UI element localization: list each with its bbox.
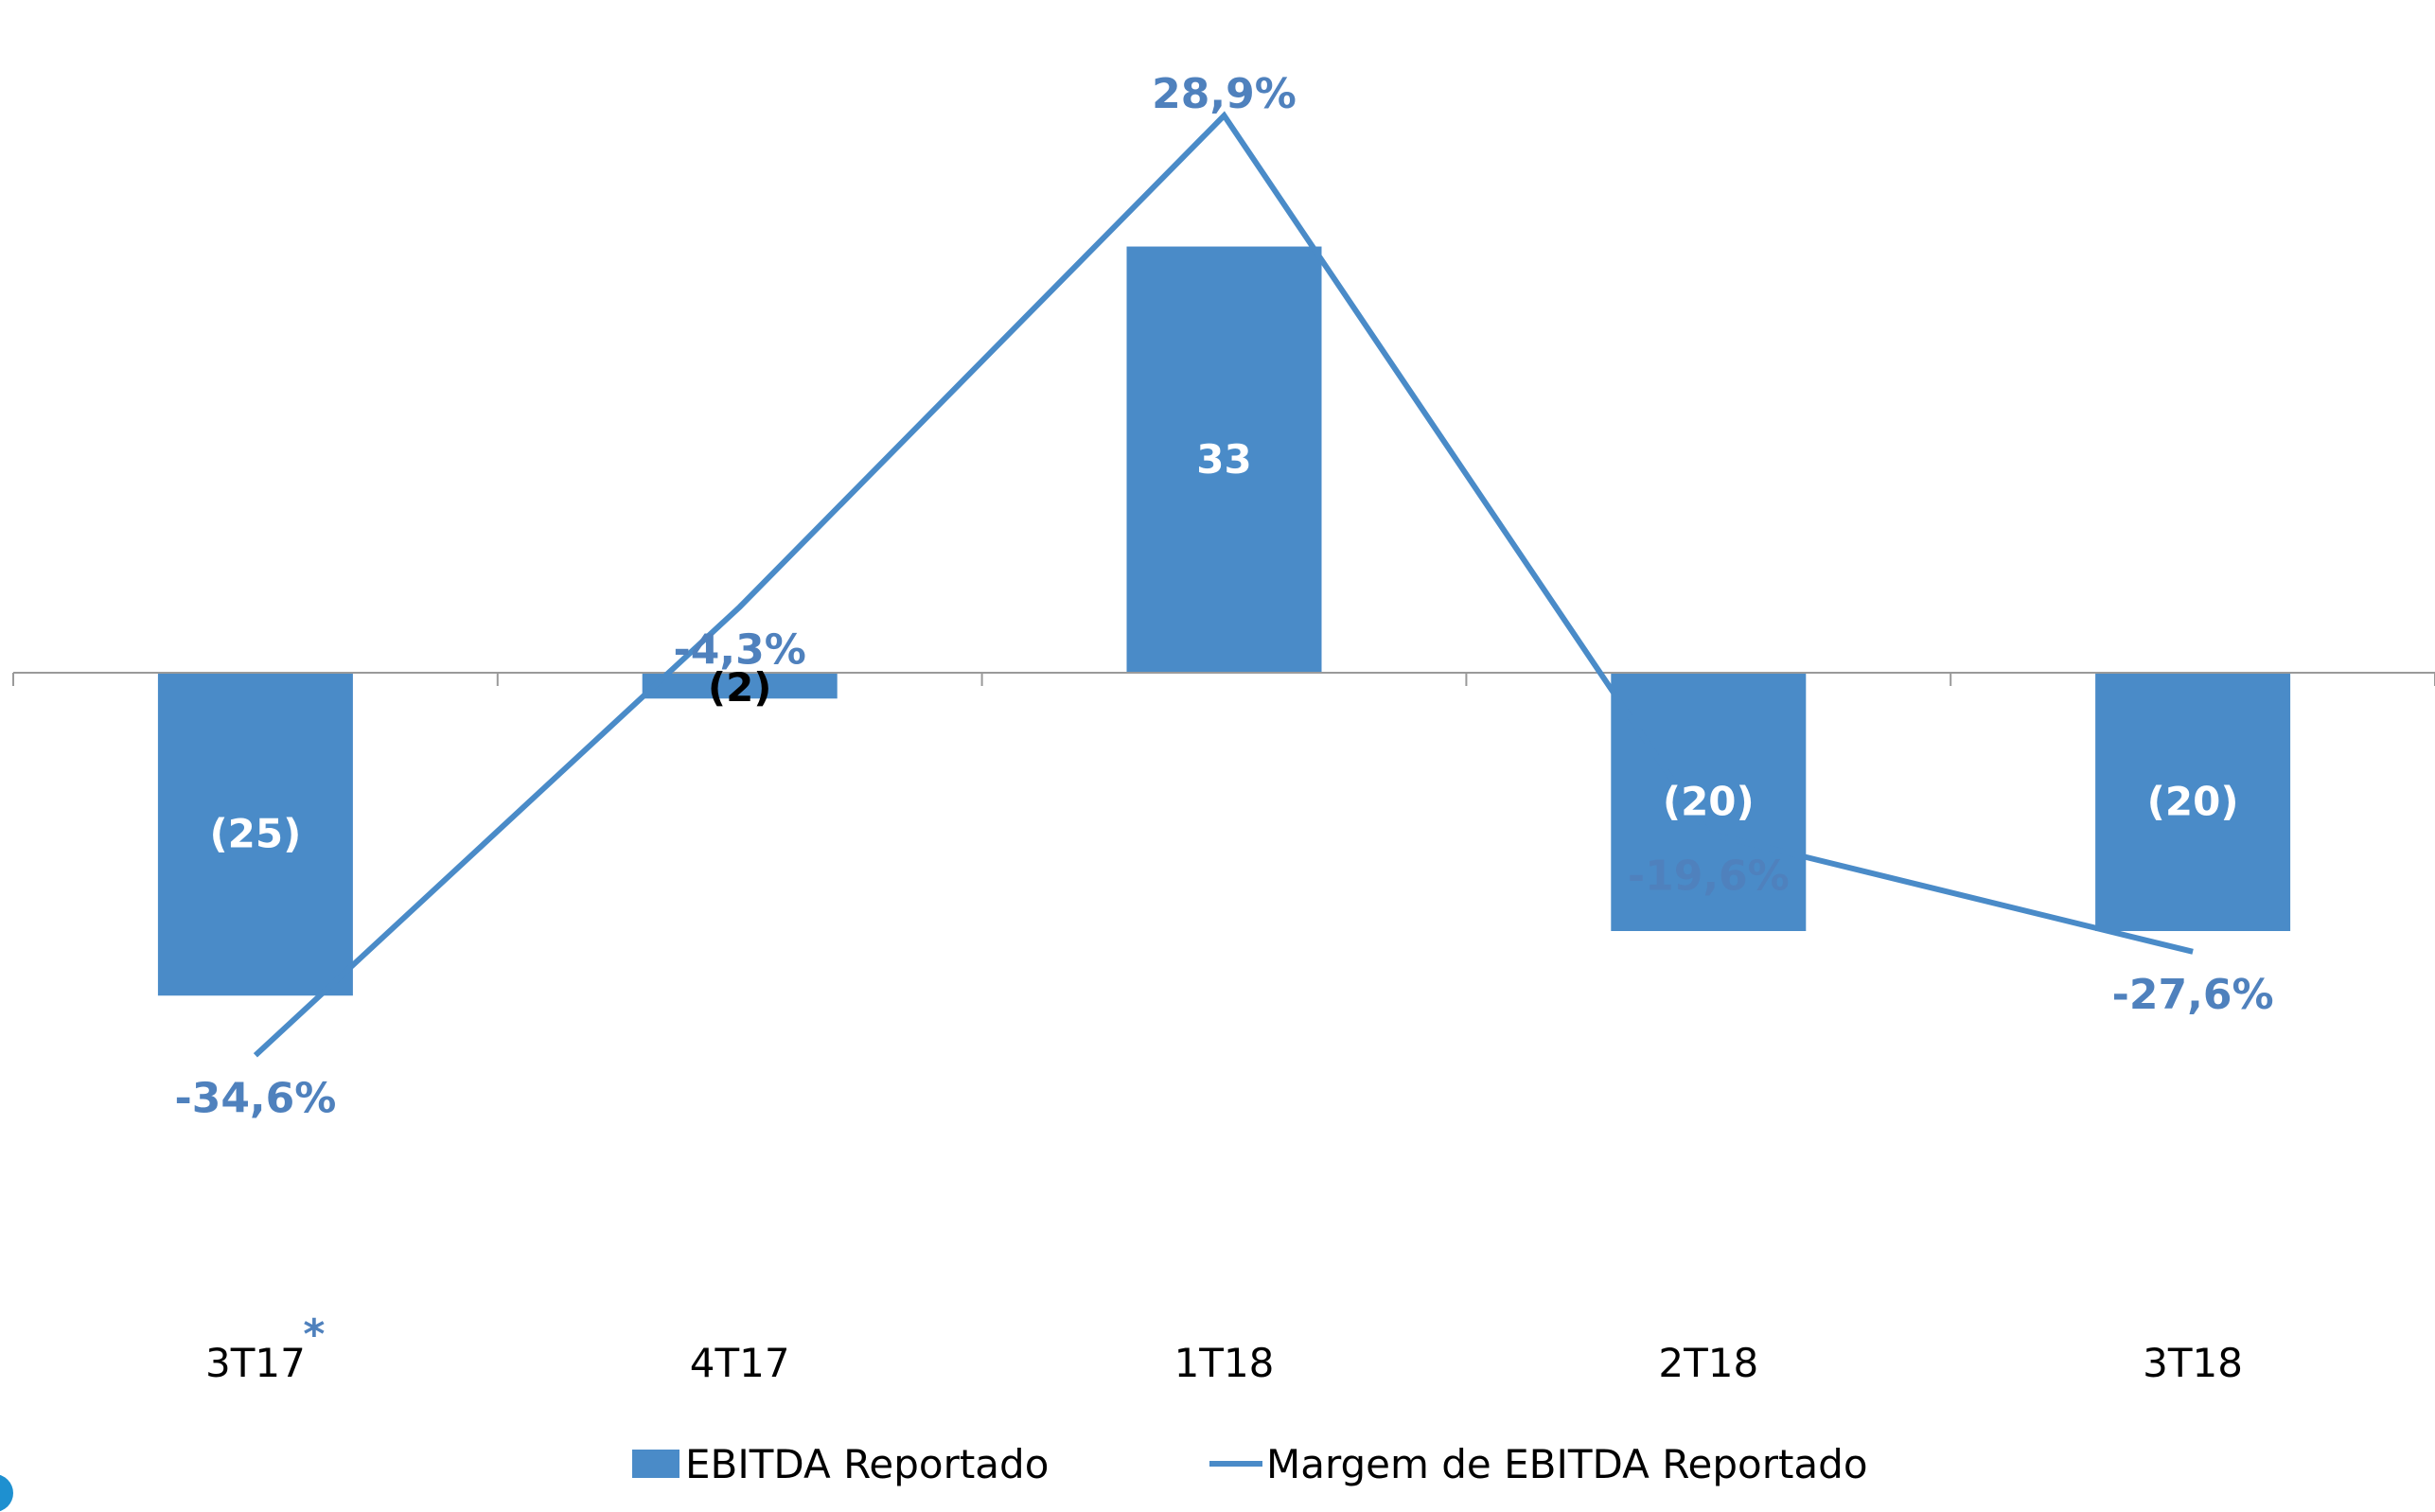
bars-layer — [157, 246, 2291, 996]
legend: EBITDA Reportado Margem de EBITDA Report… — [632, 1441, 1868, 1487]
bar-3T17 — [157, 673, 353, 996]
bar-value-label: (20) — [1663, 779, 1755, 825]
margin-value-label: -19,6% — [1628, 853, 1790, 901]
margin-line-layer — [253, 111, 2194, 1058]
bar-labels-layer: (25) (2) 33 (20) (20) — [209, 436, 2238, 857]
category-label: 3T17 — [205, 1340, 306, 1386]
bar-value-label: (25) — [209, 811, 301, 857]
legend-line-label: Margem de EBITDA Reportado — [1266, 1441, 1868, 1487]
bar-2T18 — [1611, 673, 1807, 931]
category-axis — [12, 672, 2435, 686]
bar-value-label: (2) — [708, 664, 772, 711]
category-footnote-mark: * — [303, 1310, 325, 1359]
category-label: 1T18 — [1174, 1340, 1275, 1386]
margin-value-label: -27,6% — [2112, 971, 2274, 1019]
bar-value-label: (20) — [2147, 779, 2239, 825]
margin-line — [253, 111, 2194, 1058]
bar-value-label: 33 — [1196, 436, 1251, 483]
category-label: 3T18 — [2143, 1340, 2243, 1386]
bar-3T18 — [2095, 673, 2291, 931]
margin-value-label: 28,9% — [1152, 70, 1297, 118]
legend-bar-label: EBITDA Reportado — [685, 1441, 1049, 1487]
category-labels-layer: 3T17 4T17 1T18 2T18 3T18 * — [205, 1310, 2243, 1386]
bar-1T18 — [1126, 246, 1322, 673]
bar-4T17 — [642, 673, 838, 699]
category-label: 2T18 — [1658, 1340, 1758, 1386]
margin-value-label: -4,3% — [674, 625, 806, 674]
line-labels-layer: -34,6% -4,3% 28,9% -19,6% -27,6% — [174, 70, 2273, 1122]
category-label: 4T17 — [690, 1340, 790, 1386]
legend-bar-swatch — [632, 1450, 679, 1478]
margin-value-label: -34,6% — [174, 1074, 336, 1122]
